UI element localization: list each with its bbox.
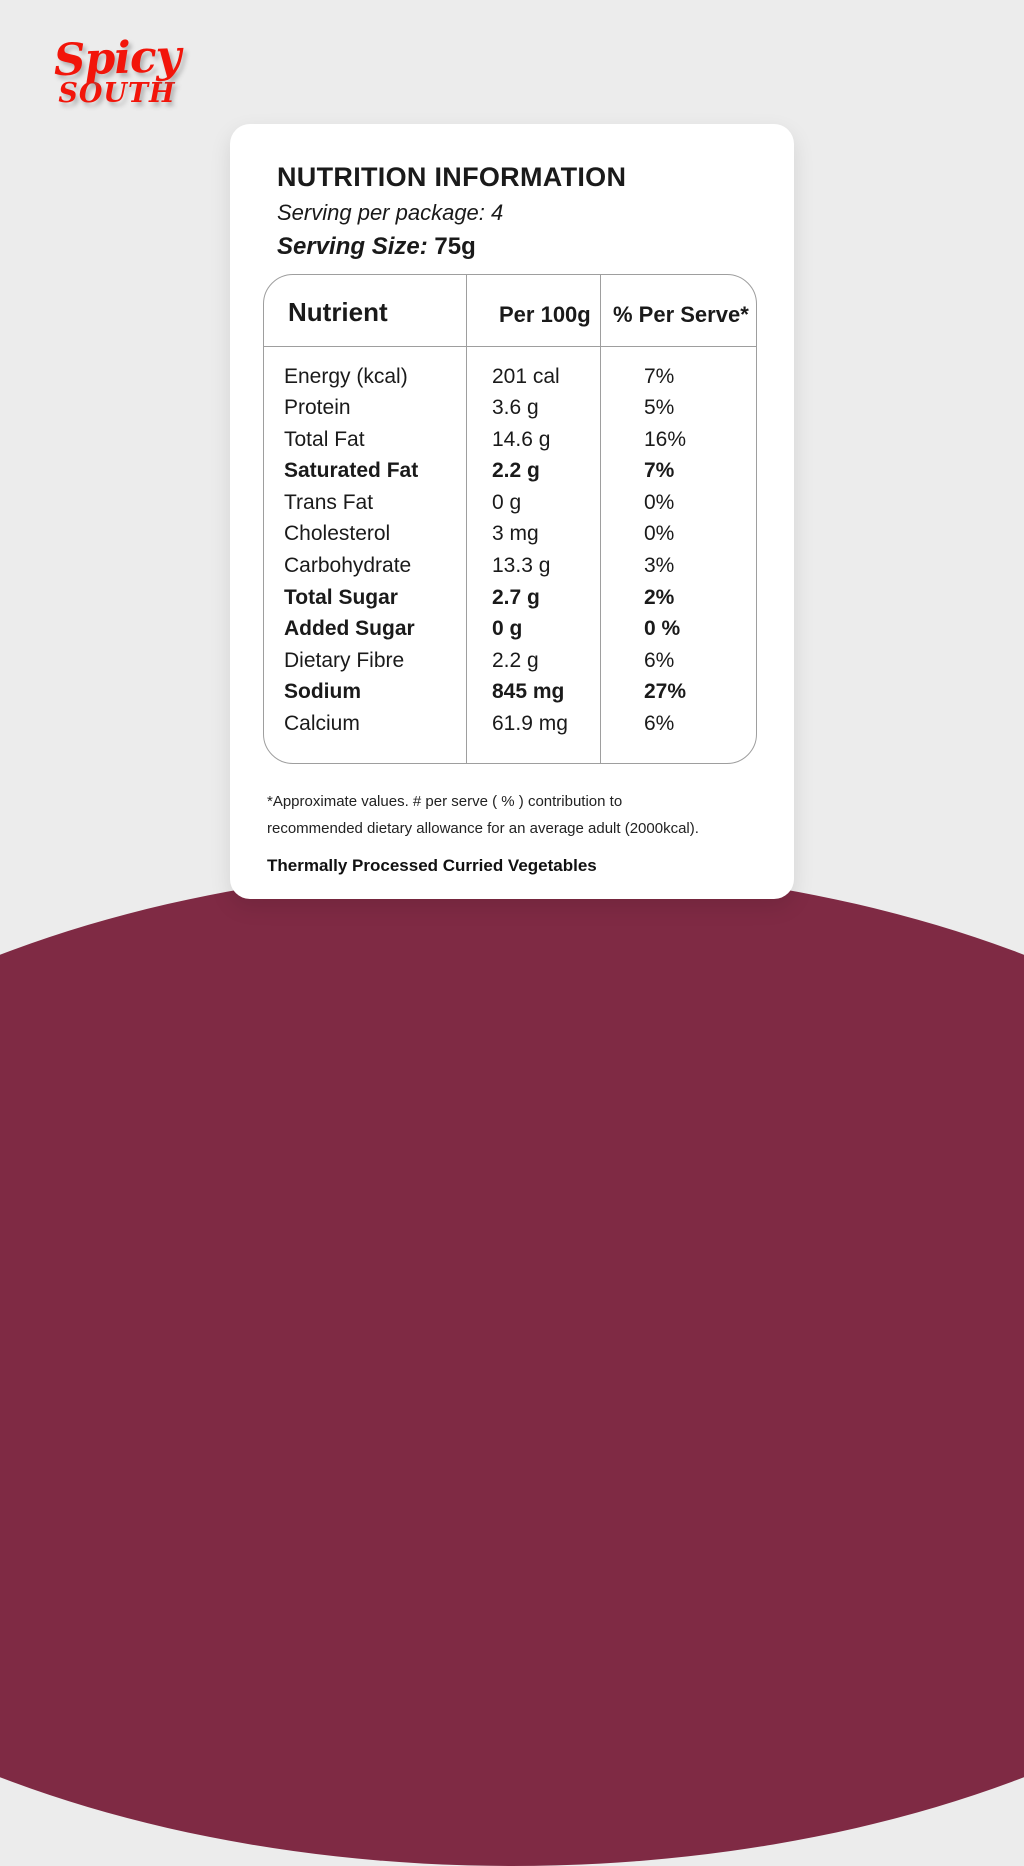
column-header-nutrient: Nutrient <box>264 275 466 347</box>
per-100g-value: 2.2 g <box>466 455 600 487</box>
nutrient-name: Sodium <box>284 680 361 704</box>
footnote-line-1: *Approximate values. # per serve ( % ) c… <box>267 793 623 810</box>
nutrient-name: Total Sugar <box>284 585 398 609</box>
table-spacer <box>264 740 466 763</box>
serving-size: Serving Size: 75g <box>277 233 760 261</box>
nutrient-name: Saturated Fat <box>284 459 419 483</box>
per-serve-value: 6% <box>600 644 756 677</box>
per-100g-value: 3.6 g <box>466 392 600 424</box>
serving-size-value: 75g <box>434 233 476 260</box>
brand-logo: Spicy SOUTH <box>52 30 182 109</box>
per-100g-value: 3 mg <box>466 518 600 551</box>
bottom-maroon-arc <box>0 866 1024 1866</box>
table-spacer <box>264 347 466 361</box>
table-spacer <box>466 346 600 361</box>
nutrient-name: Protein <box>284 396 351 420</box>
per-serve-value: 0% <box>600 518 756 551</box>
per-serve-value: 16% <box>600 423 756 456</box>
per-100g-value: 0 g <box>466 486 600 519</box>
table-spacer <box>600 346 756 361</box>
serving-size-label: Serving Size: <box>277 233 428 260</box>
nutrient-name: Cholesterol <box>284 522 391 546</box>
per-serve-value: 3% <box>600 550 756 582</box>
per-100g-value: 61.9 mg <box>466 708 600 740</box>
per-serve-value: 7% <box>600 455 756 487</box>
per-serve-value: 27% <box>600 676 756 709</box>
per-serve-value: 2% <box>600 581 756 614</box>
footnote: *Approximate values. # per serve ( % ) c… <box>267 788 760 842</box>
nutrient-name: Energy (kcal) <box>284 364 408 388</box>
per-serve-value: 6% <box>600 708 756 740</box>
per-serve-value: 0 % <box>600 613 756 645</box>
per-serve-value: 7% <box>600 360 756 393</box>
nutrient-name: Trans Fat <box>284 490 374 514</box>
product-name: Thermally Processed Curried Vegetables <box>267 856 597 875</box>
per-100g-value: 2.7 g <box>466 581 600 614</box>
per-100g-value: 845 mg <box>466 676 600 709</box>
nutrient-name: Carbohydrate <box>284 554 412 578</box>
brand-logo-word-spicy: Spicy <box>52 30 182 87</box>
per-100g-value: 2.2 g <box>466 644 600 677</box>
nutrient-name: Total Fat <box>284 427 365 451</box>
column-header-per-100g: Per 100g <box>466 275 600 347</box>
nutrition-title: NUTRITION INFORMATION <box>277 162 627 192</box>
serving-per-package: Serving per package: 4 <box>277 200 504 225</box>
column-header-per-serve: % Per Serve* <box>600 275 756 347</box>
table-spacer <box>600 739 756 763</box>
nutrient-name: Calcium <box>284 712 360 736</box>
nutrient-name: Dietary Fibre <box>284 648 405 672</box>
per-100g-value: 201 cal <box>466 360 600 393</box>
nutrition-table: Nutrient Per 100g % Per Serve* Energy (k… <box>263 274 757 764</box>
per-100g-value: 0 g <box>466 613 600 645</box>
per-100g-value: 13.3 g <box>466 550 600 582</box>
per-serve-value: 5% <box>600 392 756 424</box>
per-100g-value: 14.6 g <box>466 423 600 456</box>
nutrient-name: Added Sugar <box>284 617 415 641</box>
footnote-line-2: recommended dietary allowance for an ave… <box>267 820 699 837</box>
nutrition-label-card: NUTRITION INFORMATION Serving per packag… <box>230 124 794 899</box>
brand-logo-word-south: SOUTH <box>58 77 176 109</box>
table-spacer <box>466 739 600 763</box>
per-serve-value: 0% <box>600 486 756 519</box>
